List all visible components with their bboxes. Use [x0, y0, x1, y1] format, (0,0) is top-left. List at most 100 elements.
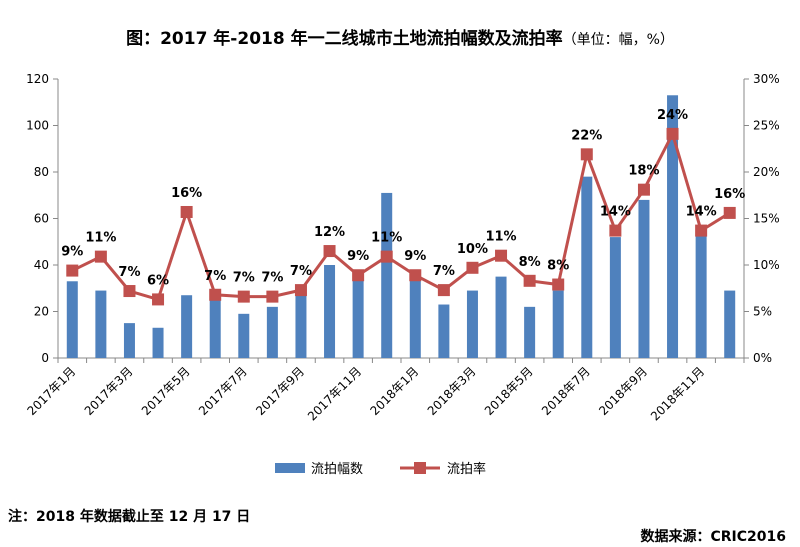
y-tick-left-label: 60	[34, 212, 49, 226]
bar	[667, 95, 679, 359]
legend-bar-label: 流拍幅数	[311, 462, 363, 477]
x-tick-label: 2018年5月	[482, 364, 536, 418]
y-tick-left-label: 20	[34, 305, 49, 319]
bar	[466, 290, 478, 358]
bar	[181, 295, 193, 358]
bar	[209, 295, 221, 358]
line-point	[380, 250, 393, 263]
line-point	[466, 261, 479, 274]
x-tick-label: 2017年3月	[82, 364, 136, 418]
bar	[266, 306, 278, 358]
rate-data-label: 18%	[628, 164, 659, 179]
x-tick-label: 2017年11月	[305, 364, 364, 423]
y-tick-left-label: 120	[26, 72, 49, 86]
x-tick-label: 2017年7月	[196, 364, 250, 418]
combo-chart: 0 20 40 60 80 100 120 0% 5% 10% 15% 20% 25% 30% 2017年1…	[25, 72, 780, 477]
rate-data-label: 24%	[657, 108, 688, 123]
rate-line	[71, 129, 731, 302]
line-point	[723, 206, 736, 219]
y-tick-right-label: 30%	[753, 72, 780, 86]
rate-data-label: 8%	[547, 259, 569, 274]
line-point	[323, 245, 336, 258]
y-tick-left-label: 80	[34, 165, 49, 179]
line-point	[437, 284, 450, 297]
line-point	[94, 250, 107, 263]
bar	[238, 313, 250, 358]
line-point	[266, 290, 279, 303]
title-unit: （单位：幅，%）	[562, 32, 674, 48]
line-point	[609, 224, 622, 237]
bar	[123, 323, 135, 358]
rate-data-label: 7%	[204, 269, 226, 284]
y-tick-right-label: 25%	[753, 119, 780, 133]
bar	[495, 276, 507, 358]
source-note: 数据来源：CRIC2016	[640, 529, 786, 545]
footnote: 注：2018 年数据截止至 12 月 17 日	[8, 509, 251, 525]
y-tick-right-label: 0%	[753, 351, 772, 365]
line-point	[237, 290, 250, 303]
line-point	[180, 205, 193, 218]
line-point	[123, 285, 136, 298]
rate-data-label: 14%	[686, 205, 717, 220]
bar	[609, 237, 621, 358]
rate-data-label: 14%	[600, 205, 631, 220]
rate-data-label: 16%	[171, 186, 202, 201]
bar	[695, 232, 707, 358]
rate-data-label: 7%	[233, 271, 255, 286]
rate-data-label: 7%	[433, 264, 455, 279]
rate-data-label: 12%	[314, 225, 345, 240]
line-point	[695, 224, 708, 237]
line-point	[294, 284, 307, 297]
rate-data-label: 11%	[485, 230, 516, 245]
rate-data-label: 7%	[261, 271, 283, 286]
bar	[438, 304, 450, 358]
bar	[324, 265, 336, 358]
x-tick-label: 2018年7月	[539, 364, 593, 418]
line-point	[552, 278, 565, 291]
legend-bar-swatch	[275, 463, 305, 473]
rate-data-label: 16%	[714, 187, 745, 202]
rate-data-label: 10%	[457, 242, 488, 257]
bar	[381, 192, 393, 358]
x-tick-label: 2017年1月	[25, 364, 79, 418]
x-tick-label: 2017年5月	[139, 364, 193, 418]
rate-data-label: 6%	[147, 273, 169, 288]
line-point	[523, 274, 536, 287]
line-point	[352, 269, 365, 282]
bar	[66, 281, 78, 358]
bar	[581, 176, 593, 358]
bar	[552, 290, 564, 358]
rate-data-label: 9%	[404, 249, 426, 264]
bar	[352, 278, 364, 358]
bar	[638, 199, 650, 358]
line-point	[209, 288, 222, 301]
bar	[409, 278, 421, 358]
y-tick-right-label: 10%	[753, 258, 780, 272]
line-series	[66, 127, 736, 306]
x-tick-label: 2018年1月	[368, 364, 422, 418]
bar-series	[66, 95, 736, 359]
bar	[295, 295, 307, 358]
rate-data-label: 9%	[61, 245, 83, 260]
y-tick-right-label: 15%	[753, 212, 780, 226]
legend-line-marker	[414, 462, 426, 474]
rate-data-label: 7%	[290, 264, 312, 279]
bar	[724, 290, 736, 358]
rate-data-label: 11%	[85, 231, 116, 246]
rate-data-label: 8%	[519, 255, 541, 270]
data-labels: 9%11%7%6%16%7% 7% 7% 7%12%9%11%9%7%10%11%8%…	[61, 108, 745, 289]
line-point	[152, 293, 165, 306]
title-main: 图：2017 年-2018 年一二线城市土地流拍幅数及流拍率	[126, 29, 563, 49]
bar	[524, 306, 536, 358]
rate-data-label: 9%	[347, 249, 369, 264]
rate-data-label: 7%	[118, 265, 140, 280]
y-tick-left-label: 40	[34, 258, 49, 272]
y-tick-left-label: 100	[26, 119, 49, 133]
chart-title: 图：2017 年-2018 年一二线城市土地流拍幅数及流拍率（单位：幅，%）	[0, 24, 800, 49]
line-point	[666, 127, 679, 140]
line-point	[495, 249, 508, 262]
bar	[95, 290, 107, 358]
x-tick-label: 2018年3月	[425, 364, 479, 418]
x-tick-label: 2018年11月	[648, 364, 707, 423]
y-tick-right-label: 20%	[753, 165, 780, 179]
